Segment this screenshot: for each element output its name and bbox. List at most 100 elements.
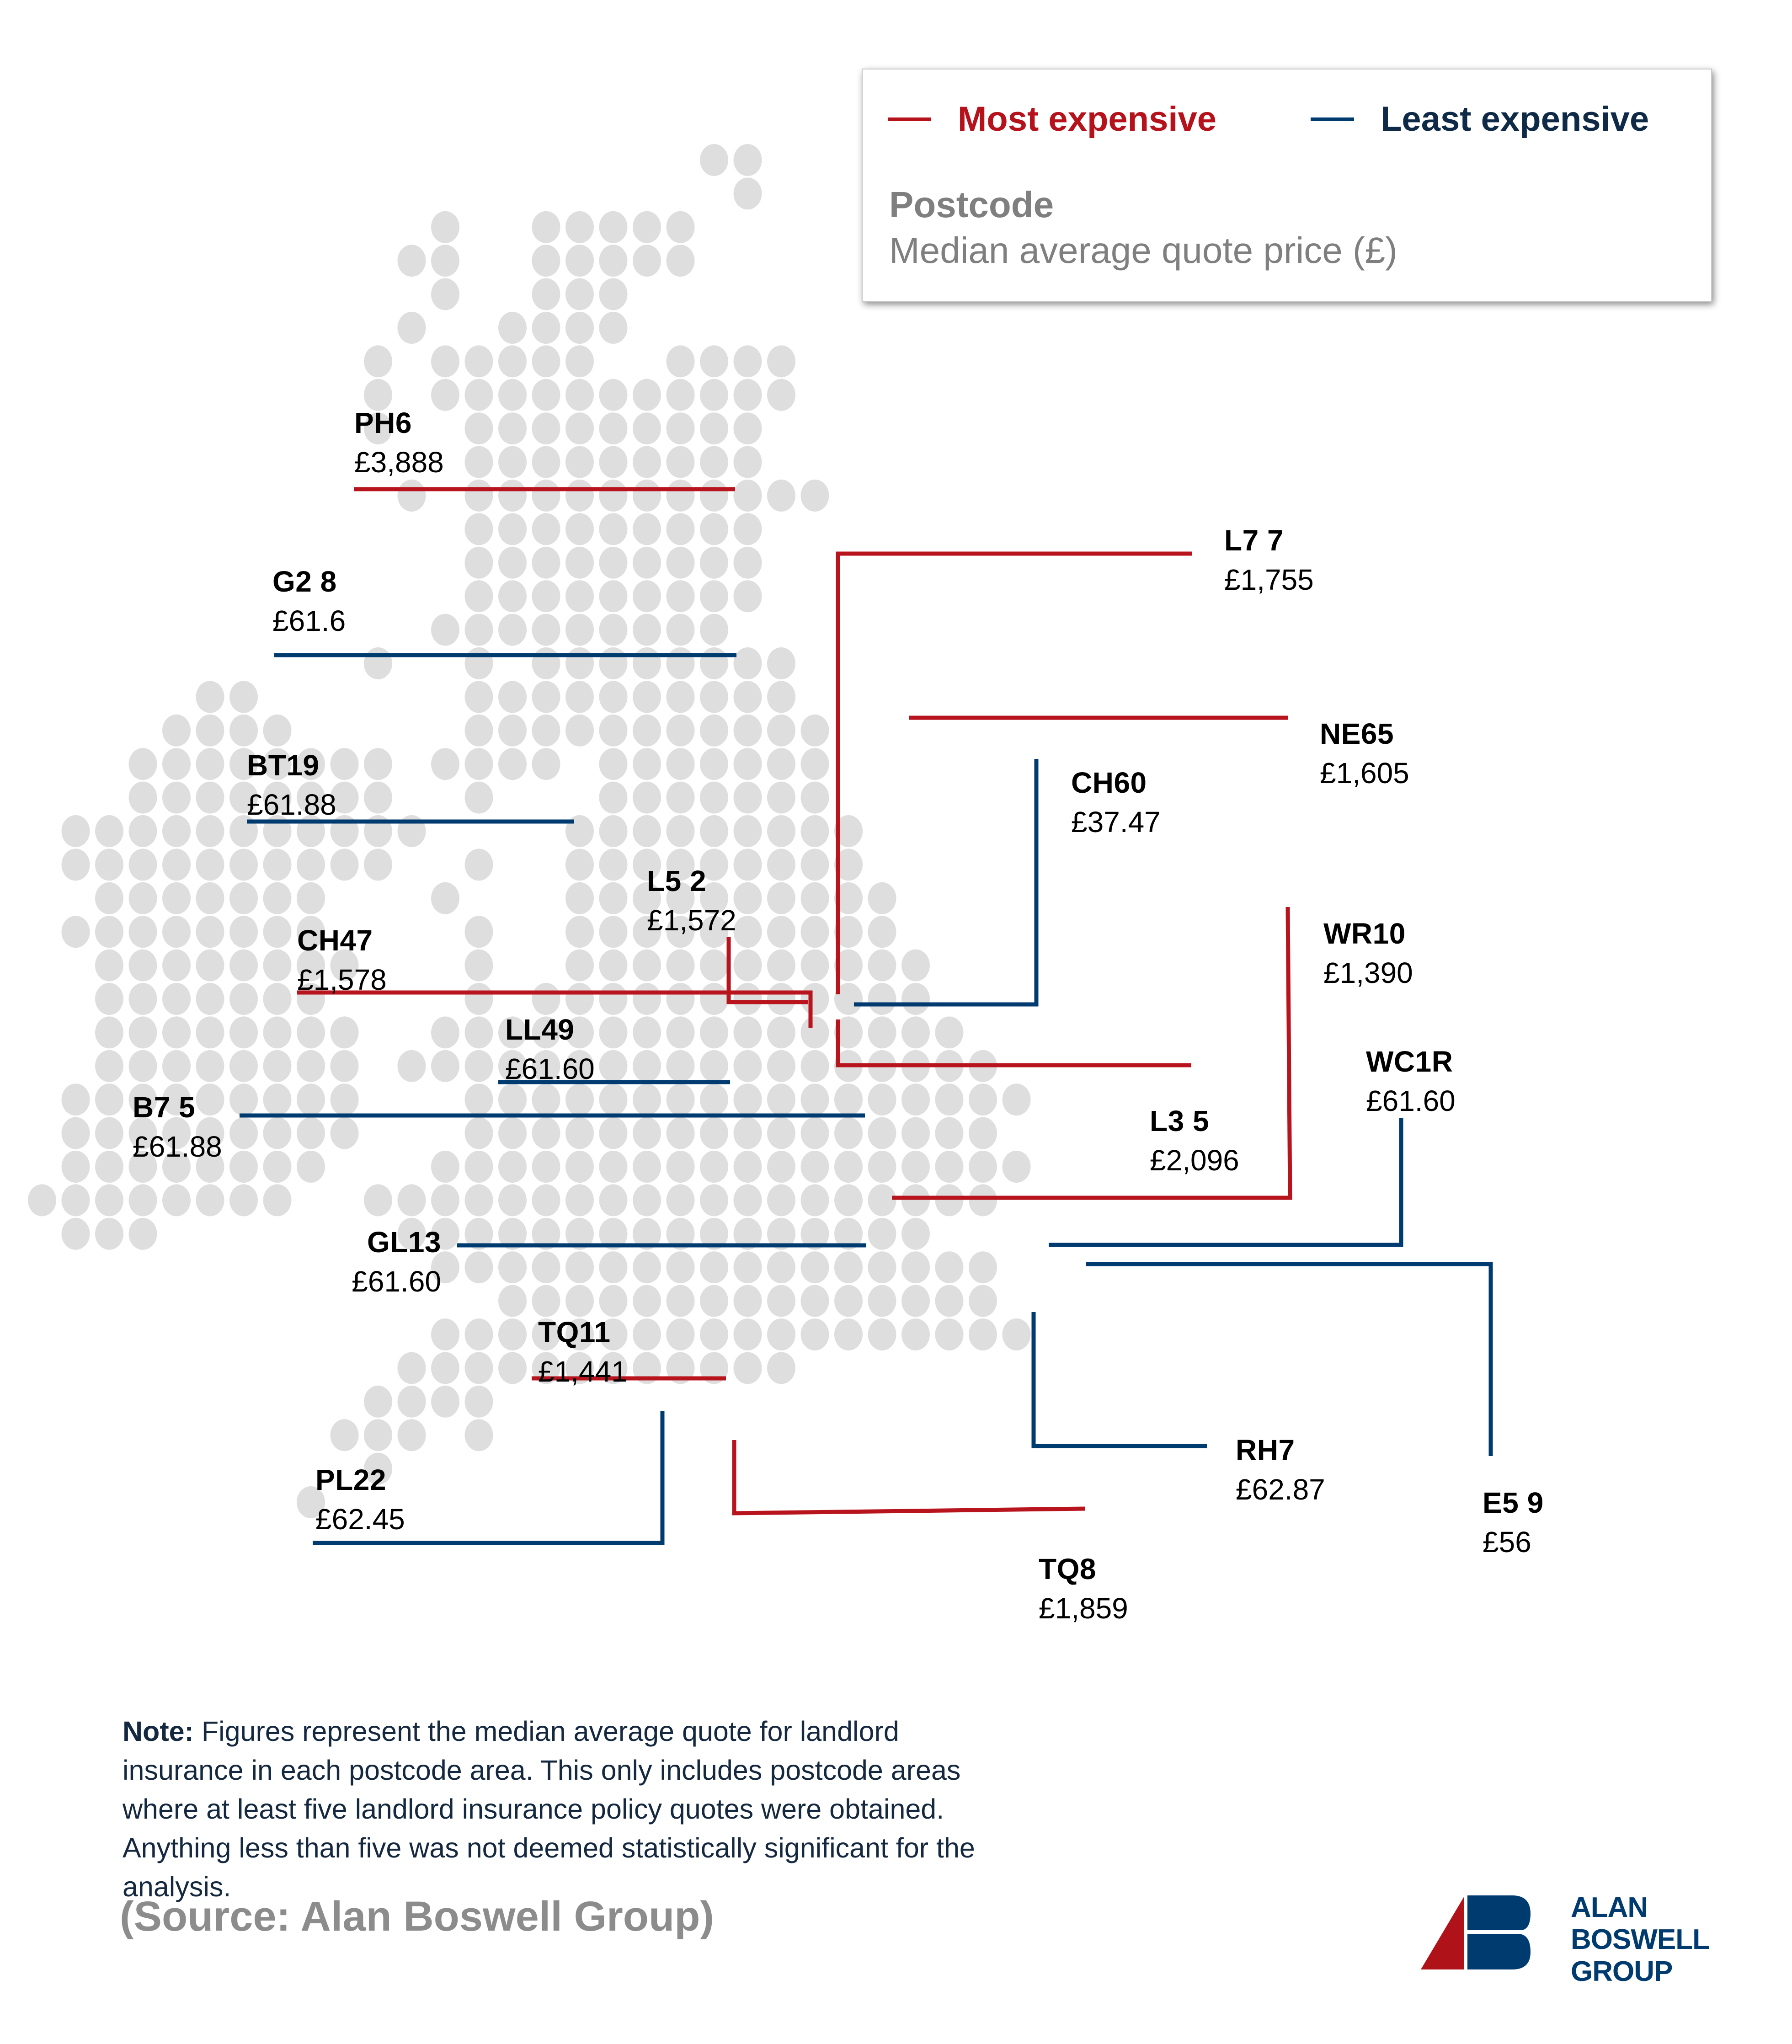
map-dot	[800, 781, 829, 814]
map-dot	[733, 580, 762, 613]
map-dot	[464, 1318, 493, 1350]
map-dot	[498, 546, 527, 579]
map-dot	[364, 1419, 392, 1452]
map-dot	[599, 748, 628, 780]
map-dot	[128, 949, 157, 982]
map-dot	[767, 882, 795, 914]
map-dot	[901, 1318, 930, 1350]
map-dot	[800, 1117, 829, 1149]
map-dot	[263, 781, 292, 814]
price: £1,390	[1323, 956, 1413, 989]
map-dot	[297, 849, 325, 881]
price: £1,572	[647, 904, 736, 937]
map-dot	[666, 714, 695, 747]
map-dot	[364, 1385, 392, 1418]
map-dot	[599, 412, 628, 445]
map-dot	[767, 1352, 795, 1384]
price: £62.87	[1236, 1473, 1325, 1506]
map-dot	[229, 916, 258, 948]
map-dot	[498, 614, 527, 646]
map-dot	[229, 781, 258, 814]
map-dot	[666, 647, 695, 679]
map-dot	[565, 1251, 594, 1284]
map-dot	[364, 412, 392, 445]
map-dot	[733, 1251, 762, 1284]
map-dot	[61, 1151, 90, 1183]
map-dot	[868, 916, 896, 948]
map-dot	[565, 245, 594, 277]
map-dot	[666, 546, 695, 579]
map-dot	[229, 1083, 258, 1116]
map-dot	[128, 815, 157, 847]
map-dot	[633, 1318, 661, 1350]
map-dot	[599, 714, 628, 747]
postcode: CH60	[1071, 766, 1147, 799]
map-dot	[565, 1117, 594, 1149]
map-dot	[633, 882, 661, 914]
price: £62.45	[315, 1503, 405, 1536]
map-dot	[464, 1016, 493, 1049]
map-dot	[800, 1050, 829, 1082]
map-dot	[229, 1050, 258, 1082]
map-dot	[700, 1184, 728, 1217]
price: £2,096	[1150, 1144, 1239, 1177]
map-dot	[431, 614, 459, 646]
map-dot	[700, 345, 728, 378]
map-dot	[834, 1083, 863, 1116]
map-dot	[196, 1083, 224, 1116]
map-dot	[162, 1184, 191, 1217]
map-dot	[330, 1117, 359, 1149]
price: £61.6	[272, 604, 346, 637]
map-dot	[868, 1117, 896, 1149]
map-dot	[498, 1117, 527, 1149]
map-dot	[128, 1184, 157, 1217]
map-dot	[633, 546, 661, 579]
map-dot	[532, 1352, 560, 1384]
map-dot	[599, 513, 628, 545]
map-dot	[868, 1251, 896, 1284]
map-dot	[834, 983, 863, 1015]
map-dot	[666, 1285, 695, 1317]
connector-l5-2	[726, 937, 808, 1004]
map-dot	[868, 1318, 896, 1350]
postcode: CH47	[297, 924, 373, 957]
map-dot	[733, 144, 762, 176]
map-dot	[969, 1184, 997, 1217]
map-dot	[532, 1083, 560, 1116]
map-dot	[498, 580, 527, 613]
map-dot	[767, 849, 795, 881]
map-dot	[666, 513, 695, 545]
map-dot	[834, 1016, 863, 1049]
map-dot	[162, 1117, 191, 1149]
map-dot	[565, 983, 594, 1015]
map-dot	[633, 379, 661, 411]
map-dot	[565, 546, 594, 579]
map-dot	[229, 748, 258, 780]
map-dot	[565, 949, 594, 982]
map-dot	[700, 614, 728, 646]
map-dot	[532, 312, 560, 344]
map-dot	[532, 1016, 560, 1049]
map-dot	[61, 815, 90, 847]
map-dot	[633, 513, 661, 545]
map-dot	[733, 379, 762, 411]
map-dot	[834, 1151, 863, 1183]
map-dot	[868, 1285, 896, 1317]
label-g2-8: G2 8 £61.6	[272, 567, 346, 635]
map-dot	[397, 1217, 426, 1250]
map-dot	[767, 345, 795, 378]
map-dot	[464, 513, 493, 545]
map-dot	[297, 949, 325, 982]
map-dot	[700, 1117, 728, 1149]
map-dot	[666, 379, 695, 411]
map-dot	[162, 815, 191, 847]
map-dot	[666, 580, 695, 613]
map-dot	[498, 1151, 527, 1183]
map-dot	[733, 513, 762, 545]
map-dot	[397, 1419, 426, 1452]
map-dot	[565, 1016, 594, 1049]
map-dot	[464, 714, 493, 747]
map-dot	[733, 1117, 762, 1149]
map-dot	[364, 781, 392, 814]
map-dot	[733, 1083, 762, 1116]
